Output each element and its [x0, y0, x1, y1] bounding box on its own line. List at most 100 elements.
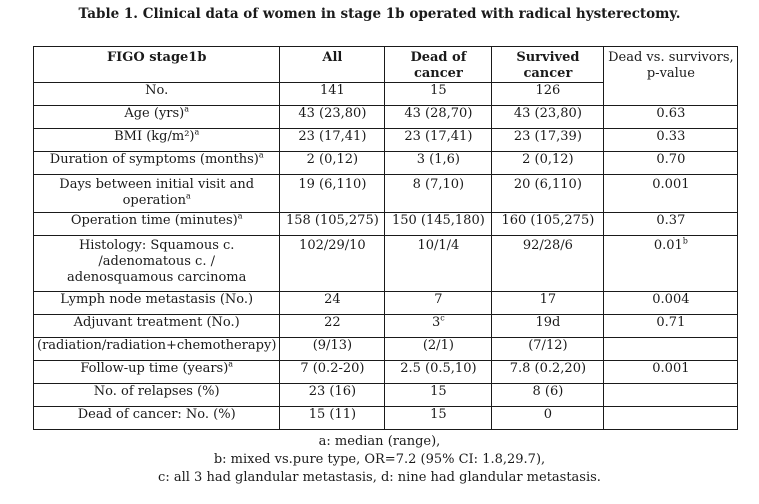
- header-dead: Dead of cancer: [384, 46, 493, 83]
- footnote-mark: b: [682, 236, 688, 246]
- row-label: Duration of symptoms (months)a: [32, 150, 281, 175]
- label-text: Operation time (minutes): [70, 213, 238, 228]
- cell-dead-text: 3: [432, 315, 441, 330]
- cell-pvalue: [603, 406, 739, 430]
- row-label: Histology: Squamous c. /adenomatous c. /…: [32, 235, 281, 292]
- row-label: Adjuvant treatment (No.): [32, 314, 281, 338]
- clinical-data-table: FIGO stage1b All Dead of cancer Survived…: [32, 46, 739, 430]
- cell-pvalue: 0.001: [603, 174, 739, 213]
- cell-pvalue: 0.37: [603, 212, 739, 236]
- table-caption: Table 1. Clinical data of women in stage…: [78, 6, 681, 22]
- table-row: BMI (kg/m²)a 23 (17,41) 23 (17,41) 23 (1…: [32, 127, 739, 152]
- row-label: Operation time (minutes)a: [32, 211, 281, 236]
- cell-pvalue: [603, 337, 739, 361]
- row-label: Lymph node metastasis (No.): [32, 291, 281, 315]
- table-row: Dead of cancer: No. (%) 15 (11) 15 0: [32, 406, 739, 430]
- cell-all: 158 (105,275): [279, 212, 386, 236]
- label-text: Duration of symptoms (months): [49, 152, 259, 167]
- table-row: Days between initial visit and operation…: [32, 174, 739, 213]
- footnote-mark: a: [186, 191, 191, 201]
- row-label: Follow-up time (years)a: [32, 359, 281, 384]
- table-row: Lymph node metastasis (No.) 24 7 17 0.00…: [32, 291, 739, 315]
- table-row: Histology: Squamous c. /adenomatous c. /…: [32, 235, 739, 292]
- footnote-mark: a: [194, 127, 200, 137]
- cell-survived: 43 (23,80): [491, 105, 605, 129]
- cell-survived: 8 (6): [491, 383, 605, 407]
- row-label: Age (yrs)a: [32, 104, 281, 129]
- cell-all: 15 (11): [279, 406, 386, 430]
- pvalue-text: 0.01: [653, 238, 683, 253]
- cell-survived: 2 (0,12): [491, 151, 605, 175]
- table-row: Operation time (minutes)a 158 (105,275) …: [32, 211, 739, 236]
- cell-survived: 20 (6,110): [491, 174, 605, 213]
- row-label: Dead of cancer: No. (%): [32, 406, 281, 430]
- cell-dead: 10/1/4: [384, 235, 493, 292]
- cell-all: 23 (17,41): [279, 128, 386, 152]
- cell-dead: 8 (7,10): [384, 174, 493, 213]
- cell-survived: 7.8 (0.2,20): [491, 360, 605, 384]
- footnote-mark: a: [228, 359, 234, 369]
- table-row: No. 141 15 126: [32, 82, 738, 106]
- header-all: All: [279, 46, 386, 83]
- label-text: Age (yrs): [124, 106, 185, 121]
- cell-all: (9/13): [279, 337, 386, 361]
- cell-survived: (7/12): [491, 337, 605, 361]
- cell-all: 102/29/10: [279, 235, 386, 292]
- table-row: Duration of symptoms (months)a 2 (0,12) …: [32, 150, 739, 175]
- cell-all: 22: [279, 314, 386, 338]
- table-row: (radiation/radiation+chemotherapy) (9/13…: [32, 337, 739, 361]
- cell-dead: 3 (1,6): [384, 151, 493, 175]
- table-footnotes: a: median (range), b: mixed vs.pure type…: [0, 433, 759, 487]
- cell-survived: 160 (105,275): [491, 212, 605, 236]
- cell-dead: 15: [384, 406, 493, 430]
- cell-survived: 17: [491, 291, 605, 315]
- header-pvalue-text: Dead vs. survivors, p-value: [608, 50, 734, 81]
- cell-all: 7 (0.2-20): [279, 360, 386, 384]
- cell-all: 23 (16): [279, 383, 386, 407]
- table-row: FIGO stage1b All Dead of cancer Survived…: [32, 46, 739, 106]
- cell-dead: 23 (17,41): [384, 128, 493, 152]
- cell-pvalue: 0.01b: [603, 235, 739, 292]
- row-label: No. of relapses (%): [32, 383, 281, 407]
- row-label: (radiation/radiation+chemotherapy): [32, 337, 281, 361]
- footnote-mark: a: [237, 211, 243, 221]
- table-row: Follow-up time (years)a 7 (0.2-20) 2.5 (…: [32, 359, 739, 384]
- cell-survived: 126: [491, 82, 605, 106]
- row-label: Days between initial visit and operation…: [32, 174, 281, 213]
- cell-pvalue: 0.70: [603, 151, 739, 175]
- cell-pvalue: 0.004: [603, 291, 739, 315]
- row-label: No.: [32, 82, 281, 106]
- footnote-mark: a: [258, 150, 264, 160]
- cell-all: 141: [279, 82, 386, 106]
- footnote-cd: c: all 3 had glandular metastasis, d: ni…: [158, 470, 601, 485]
- footnote-b: b: mixed vs.pure type, OR=7.2 (95% CI: 1…: [213, 452, 546, 467]
- cell-survived: 92/28/6: [491, 235, 605, 292]
- cell-pvalue: 0.001: [603, 360, 739, 384]
- cell-dead: 2.5 (0.5,10): [384, 360, 493, 384]
- cell-dead: 3c: [384, 313, 493, 338]
- header-figo: FIGO stage1b: [32, 46, 281, 83]
- footnote-mark: c: [440, 313, 445, 323]
- row-label: BMI (kg/m²)a: [32, 127, 281, 152]
- cell-dead: 15: [384, 82, 493, 106]
- cell-dead: 15: [384, 383, 493, 407]
- table-row: Age (yrs)a 43 (23,80) 43 (28,70) 43 (23,…: [32, 104, 739, 129]
- label-text: Follow-up time (years): [80, 361, 229, 376]
- cell-pvalue: 0.33: [603, 128, 739, 152]
- cell-all: 2 (0,12): [279, 151, 386, 175]
- table-row: No. of relapses (%) 23 (16) 15 8 (6): [32, 383, 739, 407]
- cell-pvalue: 0.71: [603, 314, 739, 338]
- footnote-mark: a: [184, 104, 190, 114]
- footnote-a: a: median (range),: [318, 434, 441, 449]
- header-pvalue: Dead vs. survivors, p-value: [603, 46, 739, 106]
- cell-all: 43 (23,80): [279, 105, 386, 129]
- label-text: Days between initial visit and operation: [59, 177, 255, 208]
- cell-dead: (2/1): [384, 337, 493, 361]
- cell-pvalue: [603, 383, 739, 407]
- cell-dead: 150 (145,180): [384, 212, 493, 236]
- cell-pvalue: 0.63: [603, 105, 739, 129]
- cell-dead: 43 (28,70): [384, 105, 493, 129]
- cell-all: 19 (6,110): [279, 174, 386, 213]
- table-row: Adjuvant treatment (No.) 22 3c 19d 0.71: [32, 313, 739, 338]
- cell-dead: 7: [384, 291, 493, 315]
